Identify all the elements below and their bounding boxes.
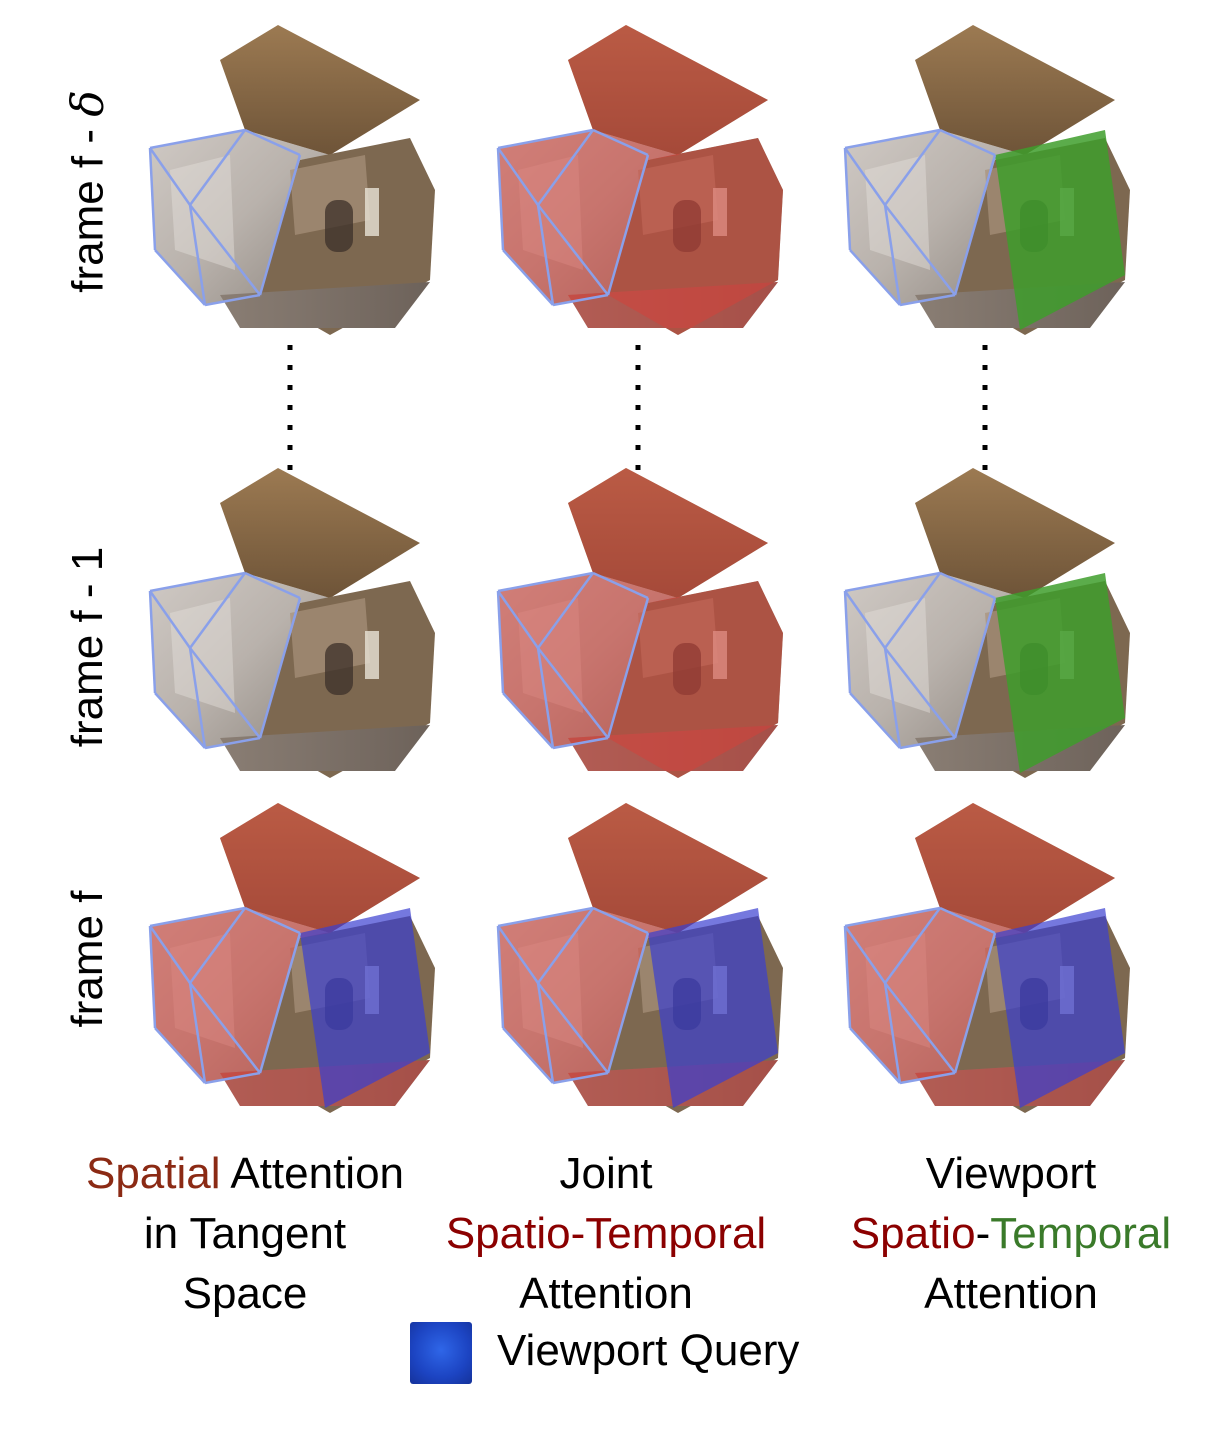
icosahedron-r1-c2 [843, 468, 1130, 778]
icosahedron-r2-c1 [496, 803, 783, 1113]
icosahedron-r0-c0 [148, 25, 435, 335]
dotted-connector-dot-c0 [287, 405, 293, 410]
dotted-connector-dot-c0 [287, 465, 293, 470]
caption-spatial-attention: Spatial Attention in Tangent Space [85, 1149, 405, 1318]
caption-viewport-spatio-temporal: Viewport Spatio-Temporal Attention [850, 1149, 1172, 1318]
dotted-connector-dot-c2 [982, 345, 988, 350]
caption-joint-spatio-temporal: Joint Spatio-Temporal Attention [445, 1149, 767, 1318]
dotted-connector-dot-c2 [982, 445, 988, 450]
icosahedron-r0-c1 [496, 25, 783, 335]
dotted-connector-dot-c1 [635, 425, 641, 430]
dotted-connector-dot-c1 [635, 465, 641, 470]
dotted-connector-dot-c0 [287, 425, 293, 430]
dotted-connector-dot-c1 [635, 385, 641, 390]
dotted-connector-dot-c0 [287, 345, 293, 350]
icosahedron-r2-c2 [843, 803, 1130, 1113]
icosahedron-r1-c0 [148, 468, 435, 778]
blue-square-icon [410, 1322, 472, 1384]
dotted-connector-dot-c0 [287, 445, 293, 450]
icosahedron-r1-c1 [496, 468, 783, 778]
dotted-connector-dot-c1 [635, 365, 641, 370]
dotted-connector-dot-c0 [287, 385, 293, 390]
dotted-connector-dot-c1 [635, 445, 641, 450]
dotted-connector-dot-c1 [635, 345, 641, 350]
row-label-frame-f-1: frame f - 1 [63, 546, 112, 748]
dotted-connector-dot-c0 [287, 365, 293, 370]
dotted-connector-dot-c2 [982, 365, 988, 370]
row-label-frame-f-delta: frame f - δ [62, 90, 114, 293]
dotted-connector-dot-c1 [635, 405, 641, 410]
legend-label: Viewport Query [497, 1326, 800, 1375]
row-label-frame-f: frame f [63, 890, 112, 1028]
dotted-connector-dot-c2 [982, 405, 988, 410]
dotted-connector-dot-c2 [982, 425, 988, 430]
icosahedron-r0-c2 [843, 25, 1130, 335]
icosahedron-r2-c0 [148, 803, 435, 1113]
dotted-connector-dot-c2 [982, 385, 988, 390]
dotted-connector-dot-c2 [982, 465, 988, 470]
